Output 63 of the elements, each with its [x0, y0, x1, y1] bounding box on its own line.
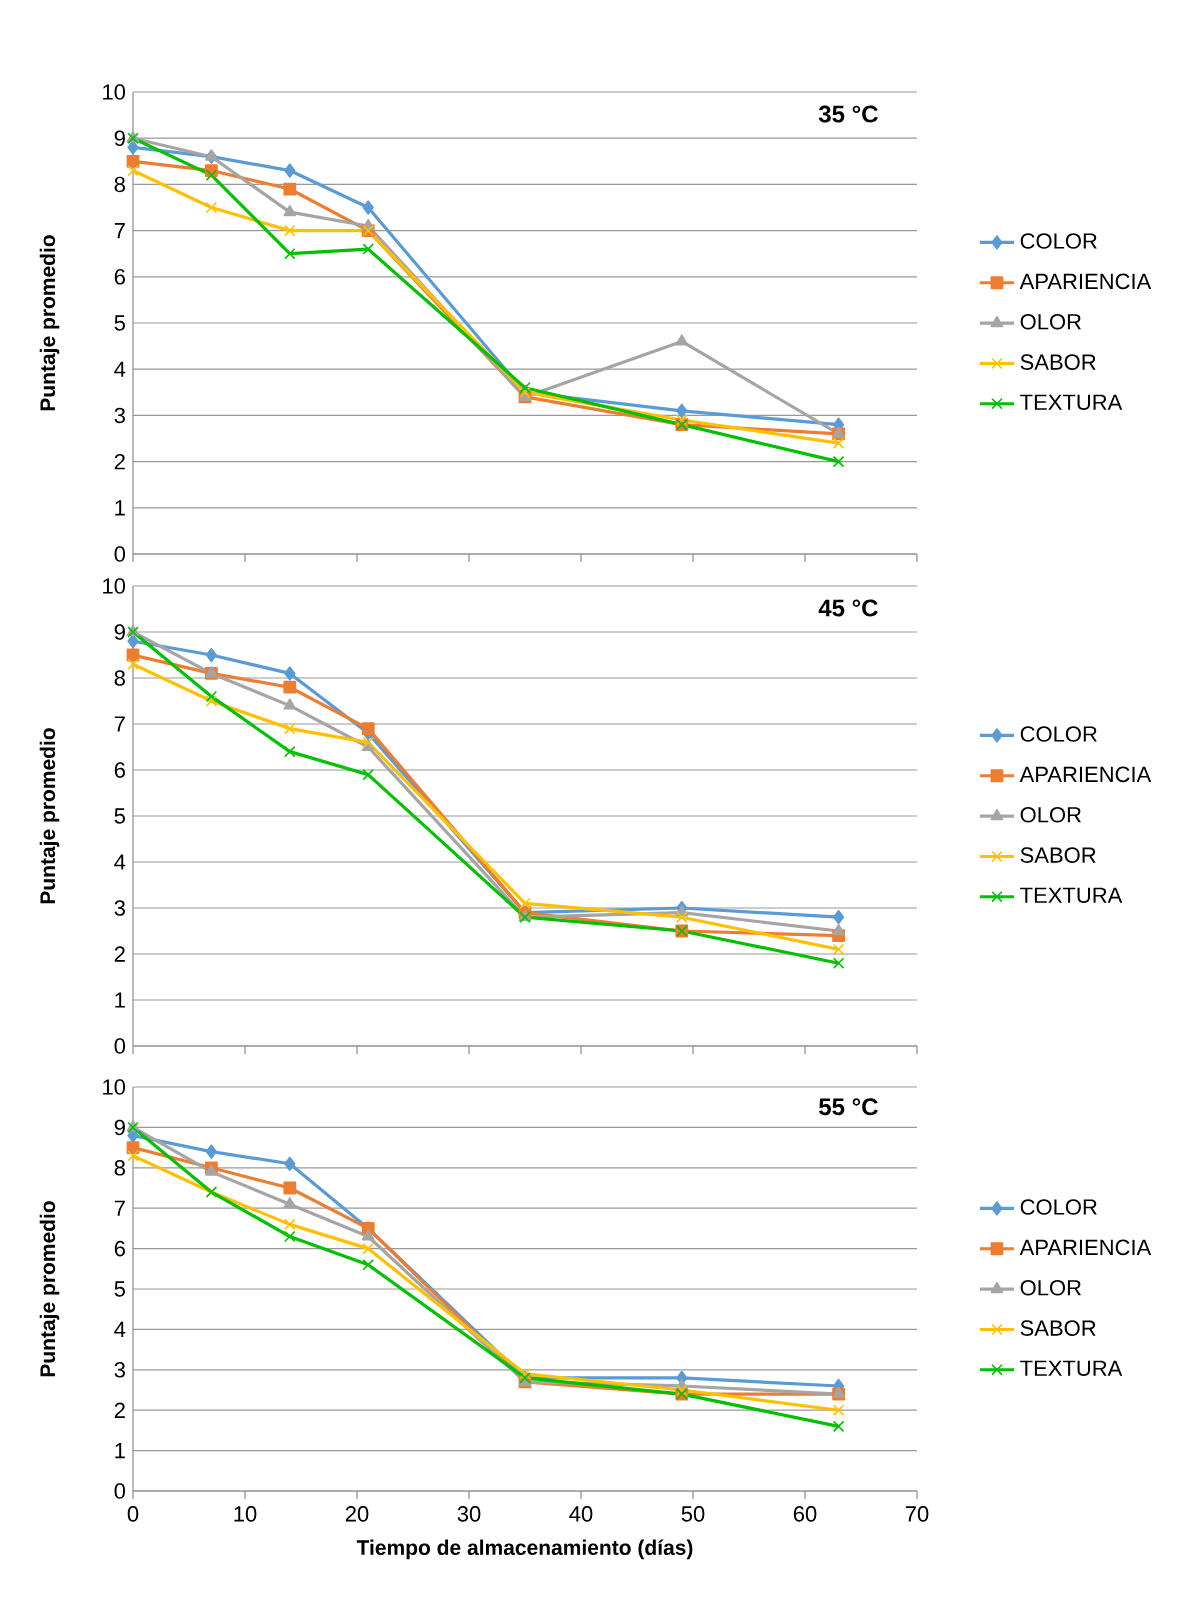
y-tick-label: 4 — [114, 854, 126, 870]
legend-label: TEXTURA — [1020, 394, 1123, 411]
legend-label: APARIENCIA — [1019, 766, 1152, 783]
y-tick-label: 10 — [103, 578, 126, 594]
legend-label: SABOR — [1020, 1320, 1096, 1336]
x-tick-label: 70 — [905, 1506, 929, 1522]
legend-label: COLOR — [1020, 726, 1097, 742]
y-tick-label: 3 — [114, 900, 125, 916]
y-tick-label: 0 — [114, 1483, 126, 1499]
x-tick-label: 0 — [127, 1506, 139, 1522]
y-tick-label: 6 — [114, 1240, 125, 1257]
legend-label: SABOR — [1020, 354, 1096, 370]
y-tick-label: 1 — [115, 500, 125, 516]
chart-title: 45 °C — [818, 599, 878, 617]
y-tick-label: 9 — [114, 624, 125, 640]
y-tick-label: 3 — [114, 1362, 125, 1378]
legend-label: OLOR — [1020, 1279, 1081, 1296]
y-tick-label: 2 — [114, 453, 125, 470]
x-tick-label: 10 — [234, 1506, 257, 1522]
legend-label: APARIENCIA — [1019, 273, 1152, 290]
y-tick-label: 9 — [114, 1119, 125, 1136]
y-tick-label: 4 — [114, 361, 126, 377]
y-tick-label: 5 — [114, 808, 125, 824]
y-axis-title: Puntaje promedio — [39, 235, 60, 411]
y-tick-label: 0 — [114, 546, 126, 562]
chart-title: 35 °C — [818, 105, 878, 123]
y-tick-label: 3 — [114, 407, 125, 424]
y-tick-label: 4 — [114, 1321, 126, 1337]
y-tick-label: 8 — [114, 1160, 125, 1176]
x-tick-label: 30 — [457, 1506, 481, 1522]
x-tick-label: 20 — [345, 1506, 369, 1522]
y-tick-label: 1 — [115, 992, 125, 1008]
legend-label: TEXTURA — [1020, 887, 1123, 904]
y-tick-label: 8 — [114, 176, 125, 193]
y-tick-label: 9 — [114, 130, 125, 147]
y-tick-label: 2 — [114, 946, 125, 962]
y-tick-label: 2 — [114, 1402, 125, 1418]
x-tick-label: 40 — [569, 1506, 593, 1522]
x-axis-title: Tiempo de almacenamiento (días) — [356, 1539, 693, 1560]
y-tick-label: 6 — [114, 762, 125, 778]
y-tick-label: 7 — [114, 716, 125, 732]
chart-title: 55 °C — [819, 1098, 878, 1116]
legend-label: COLOR — [1020, 233, 1097, 249]
x-tick-label: 60 — [793, 1506, 817, 1522]
y-axis-title: Puntaje promedio — [39, 728, 60, 904]
legend-label: OLOR — [1020, 313, 1081, 330]
y-tick-label: 7 — [114, 223, 125, 239]
y-axis-title: Puntaje promedio — [39, 1201, 60, 1377]
legend-label: TEXTURA — [1020, 1360, 1123, 1377]
legend-label: APARIENCIA — [1019, 1239, 1152, 1256]
y-tick-label: 10 — [103, 84, 126, 100]
y-tick-label: 7 — [114, 1200, 125, 1216]
y-tick-label: 8 — [114, 670, 125, 686]
legend-label: COLOR — [1020, 1199, 1097, 1215]
legend-label: SABOR — [1020, 847, 1096, 863]
legend-label: OLOR — [1020, 806, 1081, 823]
x-tick-label: 50 — [681, 1506, 705, 1522]
y-tick-label: 10 — [103, 1079, 126, 1095]
y-tick-label: 5 — [114, 1281, 125, 1297]
y-tick-label: 6 — [114, 269, 125, 285]
y-tick-label: 0 — [114, 1038, 126, 1054]
y-tick-label: 1 — [115, 1443, 125, 1459]
y-tick-label: 5 — [114, 315, 125, 331]
